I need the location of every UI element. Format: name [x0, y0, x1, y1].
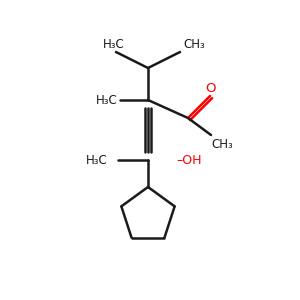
Text: CH₃: CH₃ [183, 38, 205, 50]
Text: H₃C: H₃C [103, 38, 125, 50]
Text: CH₃: CH₃ [211, 137, 233, 151]
Text: –OH: –OH [176, 154, 202, 166]
Text: H₃C: H₃C [96, 94, 118, 106]
Text: O: O [206, 82, 216, 94]
Text: H₃C: H₃C [86, 154, 108, 166]
